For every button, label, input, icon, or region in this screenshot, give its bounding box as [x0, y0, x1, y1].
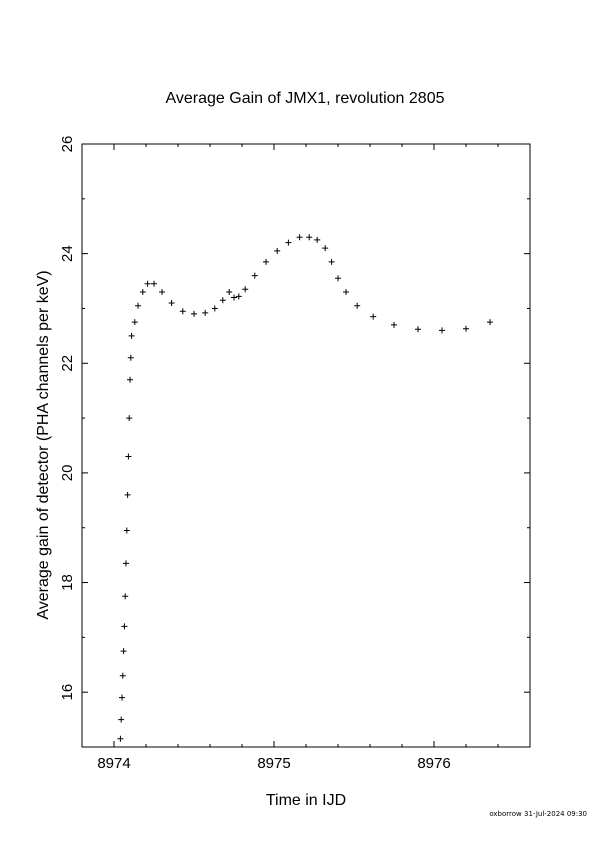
- data-point: [123, 560, 129, 567]
- data-point: [144, 280, 151, 287]
- y-tick-labels: 16 18 20 22 24 26: [59, 136, 76, 701]
- data-point: [119, 694, 125, 701]
- data-point: [487, 319, 493, 326]
- y-tick-label: 16: [59, 684, 76, 701]
- data-point: [415, 326, 421, 333]
- data-point: [139, 289, 146, 296]
- x-tick-label: 8974: [97, 755, 130, 772]
- y-tick-label: 24: [59, 245, 76, 262]
- data-points: [117, 234, 493, 742]
- data-point: [159, 289, 165, 296]
- data-point: [128, 332, 135, 339]
- data-point: [211, 305, 218, 312]
- data-point: [251, 272, 258, 279]
- data-point: [122, 593, 129, 600]
- data-point: [296, 234, 303, 241]
- y-axis-label: Average gain of detector (PHA channels p…: [35, 270, 52, 619]
- data-point: [391, 321, 397, 328]
- data-point: [117, 735, 124, 742]
- data-point: [120, 648, 127, 655]
- data-point: [439, 327, 445, 334]
- x-tick-label: 8975: [257, 755, 290, 772]
- data-point: [179, 308, 186, 315]
- data-point: [121, 623, 128, 630]
- data-point: [242, 286, 249, 293]
- data-point: [231, 294, 237, 301]
- data-point: [219, 297, 226, 304]
- data-point: [151, 280, 157, 287]
- data-point: [131, 319, 138, 326]
- data-point: [314, 236, 321, 243]
- data-point: [124, 491, 131, 498]
- y-tick-label: 18: [59, 574, 76, 591]
- data-point: [191, 310, 197, 317]
- axis-ticks: [81, 143, 531, 748]
- data-point: [123, 527, 130, 534]
- data-point: [135, 302, 141, 309]
- data-point: [125, 453, 132, 460]
- chart-title: Average Gain of JMX1, revolution 2805: [166, 90, 445, 107]
- data-point: [119, 672, 126, 679]
- data-point: [126, 415, 133, 422]
- y-tick-label: 22: [59, 355, 76, 372]
- data-point: [335, 275, 341, 282]
- plot-frame: [81, 143, 531, 748]
- data-point: [328, 258, 335, 265]
- y-tick-label: 20: [59, 465, 76, 482]
- data-point: [127, 354, 134, 361]
- data-point: [202, 309, 209, 316]
- data-point: [235, 293, 242, 300]
- x-tick-label: 8976: [417, 755, 450, 772]
- y-tick-label: 26: [59, 136, 76, 153]
- data-point: [168, 299, 175, 306]
- data-point: [226, 289, 233, 296]
- data-point: [263, 258, 269, 265]
- data-point: [370, 313, 377, 320]
- x-axis-label: Time in IJD: [266, 792, 346, 809]
- data-point: [306, 234, 313, 241]
- data-point: [354, 302, 361, 309]
- data-point: [127, 376, 133, 383]
- data-point: [285, 239, 292, 246]
- data-point: [274, 247, 281, 254]
- x-tick-labels: 8974 8975 8976: [97, 755, 450, 772]
- data-point: [463, 325, 469, 332]
- data-point: [118, 716, 125, 723]
- data-point: [343, 289, 349, 296]
- data-point: [322, 245, 329, 252]
- footer-stamp: oxborrow 31-Jul-2024 09:30: [489, 810, 587, 818]
